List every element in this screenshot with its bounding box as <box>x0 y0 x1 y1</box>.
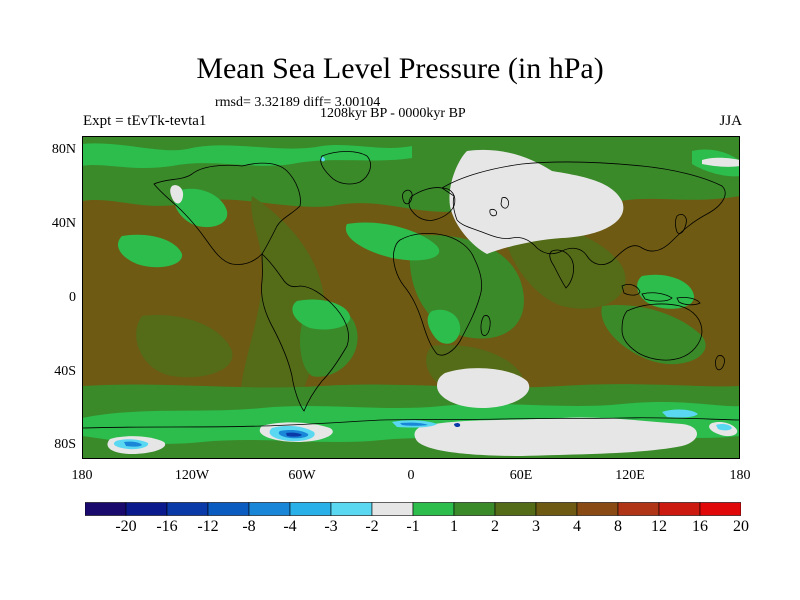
colorbar-swatch <box>412 502 455 516</box>
colorbar-swatch <box>658 502 701 516</box>
colorbar-label: 20 <box>733 518 749 535</box>
colorbar-swatch <box>617 502 660 516</box>
lat-tick-40n: 40N <box>51 216 76 231</box>
lat-tick-80s: 80S <box>54 437 76 452</box>
colorbar-label: -16 <box>156 518 178 535</box>
colorbar-swatch <box>535 502 578 516</box>
chart-title: Mean Sea Level Pressure (in hPa) <box>196 52 604 85</box>
colorbar-label: 1 <box>450 518 458 535</box>
map-frame <box>82 136 740 459</box>
lon-tick-60w: 60W <box>288 468 316 483</box>
period-label: 1208kyr BP - 0000kyr BP <box>320 106 466 121</box>
colorbar-swatch <box>371 502 414 516</box>
colorbar-swatch <box>453 502 496 516</box>
pressure-map <box>82 136 740 459</box>
colorbar-swatch <box>576 502 619 516</box>
lon-tick-120e: 120E <box>615 468 645 483</box>
colorbar-label: -12 <box>197 518 219 535</box>
colorbar <box>85 502 741 516</box>
colorbar-label: 16 <box>692 518 708 535</box>
lon-tick-120w: 120W <box>174 468 210 483</box>
season-label: JJA <box>719 113 742 129</box>
colorbar-swatch <box>85 502 127 516</box>
experiment-label: Expt = tEvTk-tevta1 <box>83 113 207 129</box>
colorbar-label: 2 <box>491 518 499 535</box>
colorbar-swatch <box>207 502 250 516</box>
colorbar-label: 4 <box>573 518 581 535</box>
colorbar-label: -2 <box>365 518 379 535</box>
colorbar-swatch <box>289 502 332 516</box>
colorbar-swatch <box>248 502 291 516</box>
lat-tick-40s: 40S <box>54 364 76 379</box>
colorbar-swatch <box>699 502 741 516</box>
stats-label: rmsd= 3.32189 diff= 3.00104 <box>215 95 381 110</box>
lon-tick-60e: 60E <box>509 468 533 483</box>
colorbar-label: 3 <box>532 518 540 535</box>
lon-tick-180e: 180 <box>729 468 751 483</box>
colorbar-swatch <box>330 502 373 516</box>
lon-tick-180w: 180 <box>71 468 93 483</box>
lon-tick-0: 0 <box>407 468 415 483</box>
colorbar-swatch <box>125 502 168 516</box>
colorbar-label: -20 <box>115 518 137 535</box>
negative-anomaly-fields <box>113 156 732 450</box>
colorbar-label: 8 <box>614 518 622 535</box>
lat-tick-80n: 80N <box>51 142 76 157</box>
colorbar-label: 12 <box>651 518 667 535</box>
colorbar-swatch <box>494 502 537 516</box>
colorbar-label: -8 <box>242 518 256 535</box>
colorbar-label: -1 <box>406 518 420 535</box>
colorbar-label: -3 <box>324 518 338 535</box>
coastlines <box>82 151 740 429</box>
colorbar-label: -4 <box>283 518 297 535</box>
colorbar-swatch <box>166 502 209 516</box>
lat-tick-0: 0 <box>69 290 76 305</box>
